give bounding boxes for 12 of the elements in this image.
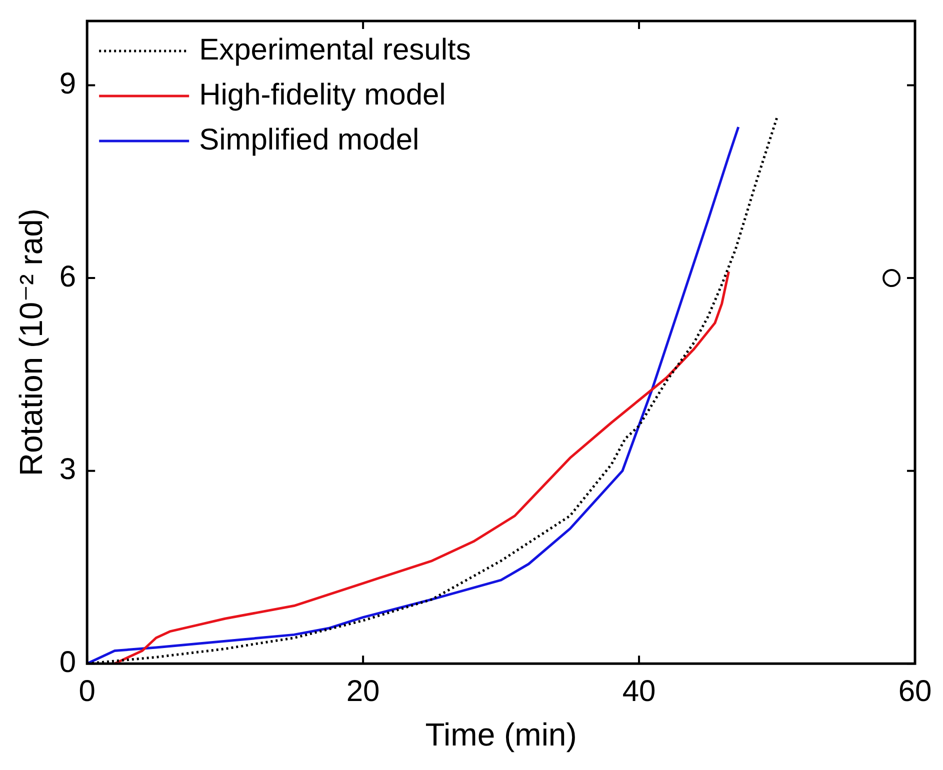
x-tick-label: 60 xyxy=(898,674,932,708)
x-tick-label: 40 xyxy=(622,674,656,708)
y-axis-title: Rotation (10⁻² rad) xyxy=(13,208,50,476)
legend-label: High-fidelity model xyxy=(199,78,446,112)
y-tick-label: 9 xyxy=(59,68,76,101)
legend-label: Simplified model xyxy=(199,123,420,156)
legend-label: Experimental results xyxy=(199,33,471,66)
y-tick-label: 6 xyxy=(59,260,76,294)
x-tick-label: 20 xyxy=(346,674,380,708)
y-tick-label: 3 xyxy=(59,453,76,486)
y-tick-label: 0 xyxy=(59,646,76,679)
x-axis-title: Time (min) xyxy=(425,716,577,753)
